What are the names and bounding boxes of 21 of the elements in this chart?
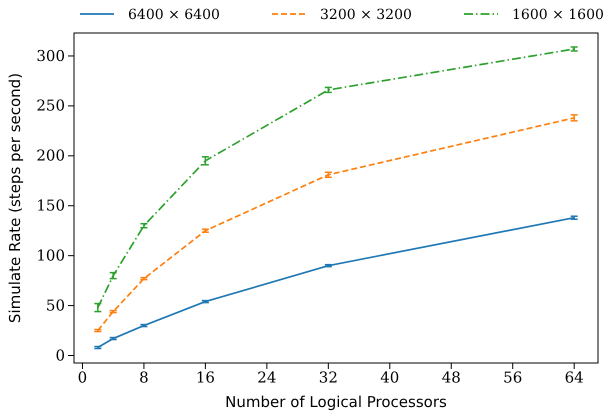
legend-label: 6400 × 6400 — [128, 7, 220, 23]
x-tick-label: 48 — [442, 368, 461, 387]
x-tick-label: 56 — [503, 368, 522, 387]
x-tick-label: 64 — [564, 368, 584, 387]
x-tick-label: 0 — [78, 368, 88, 387]
y-axis-title: Simulate Rate (steps per second) — [6, 72, 24, 324]
x-tick-label: 8 — [139, 368, 149, 387]
y-tick-label: 50 — [46, 296, 65, 314]
y-tick-label: 150 — [36, 196, 65, 215]
x-tick-label: 24 — [257, 368, 276, 387]
y-tick-label: 200 — [36, 146, 65, 165]
x-axis-title: Number of Logical Processors — [225, 393, 447, 411]
y-tick-label: 100 — [36, 246, 65, 264]
legend-label: 3200 × 3200 — [320, 7, 412, 23]
y-tick-label: 0 — [55, 346, 65, 364]
x-tick-label: 16 — [196, 368, 215, 387]
legend-label: 1600 × 1600 — [512, 7, 604, 23]
y-tick-label: 250 — [36, 96, 65, 115]
y-tick-label: 300 — [36, 46, 65, 65]
x-tick-label: 32 — [318, 368, 338, 387]
x-tick-label: 40 — [380, 368, 400, 387]
